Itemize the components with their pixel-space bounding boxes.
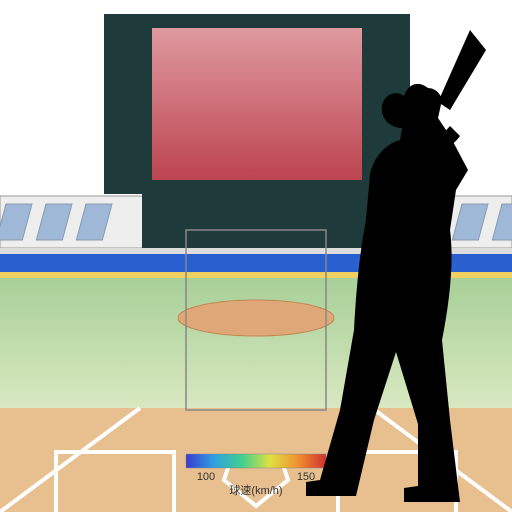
velocity-legend-label: 球速(km/h) — [229, 483, 282, 497]
scoreboard-screen — [152, 28, 362, 180]
pitchers-mound — [178, 300, 334, 336]
scoreboard-base — [142, 194, 370, 248]
pitch-location-diagram: 100150 球速(km/h) — [0, 0, 512, 512]
velocity-legend-bar — [186, 454, 326, 468]
svg-text:100: 100 — [197, 471, 215, 483]
